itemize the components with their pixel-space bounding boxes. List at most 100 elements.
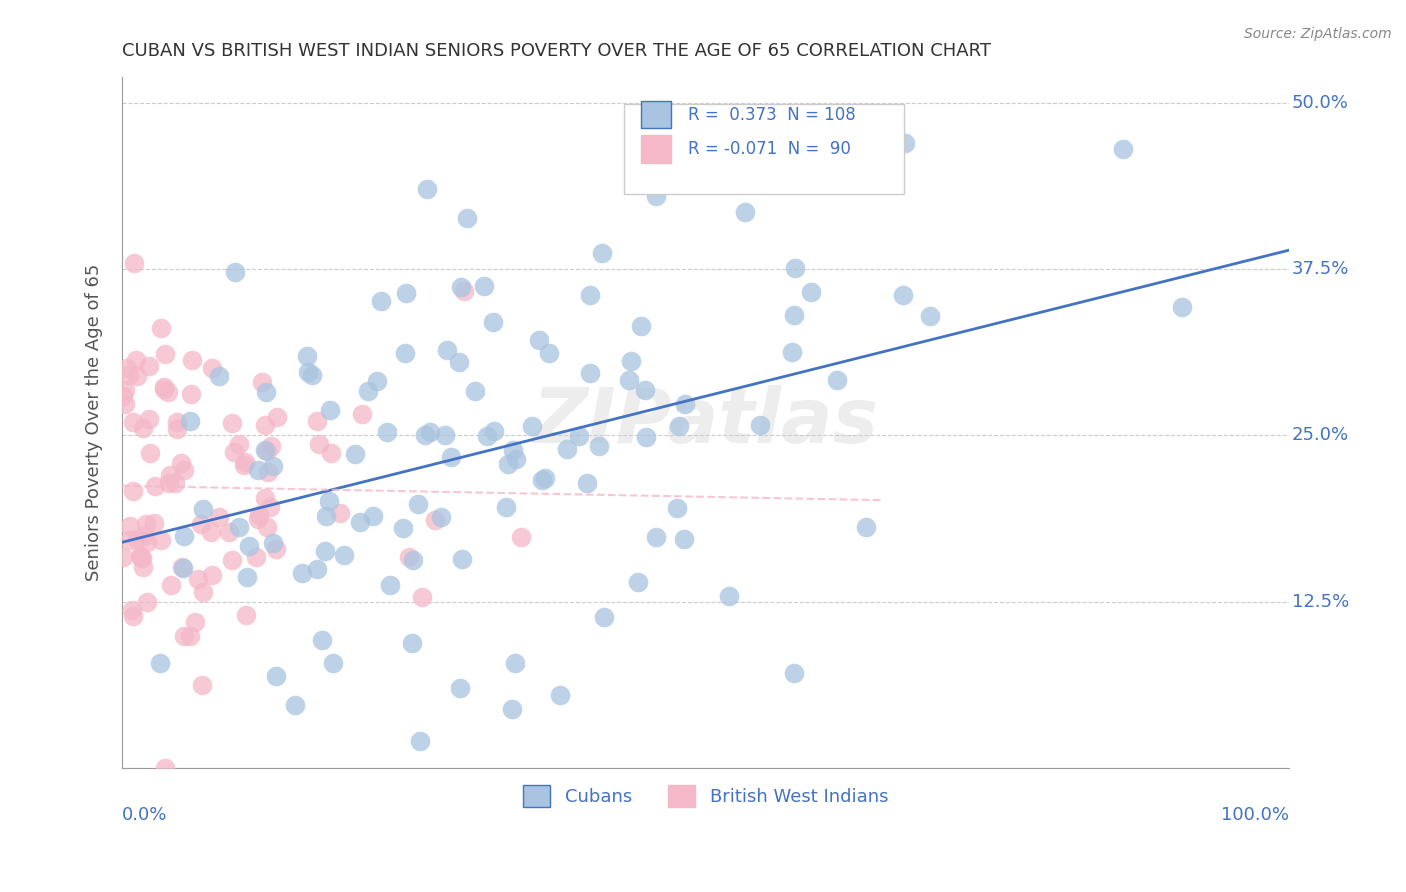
Point [361, 508, 384, 523]
Point [191, 501, 214, 516]
Point [402, 553, 425, 567]
Point [311, 632, 333, 647]
Point [1170, 300, 1192, 314]
Point [503, 656, 526, 670]
Point [419, 425, 441, 440]
Point [375, 425, 398, 439]
Point [475, 428, 498, 442]
Point [295, 349, 318, 363]
Point [235, 608, 257, 623]
Point [256, 465, 278, 479]
Point [125, 532, 148, 546]
Point [322, 657, 344, 671]
Point [143, 516, 166, 531]
Point [456, 211, 478, 226]
Point [780, 344, 803, 359]
Point [111, 549, 134, 564]
Point [260, 439, 283, 453]
Point [259, 500, 281, 514]
Point [453, 285, 475, 299]
Point [134, 529, 156, 543]
Point [555, 442, 578, 456]
Point [305, 562, 328, 576]
Point [401, 636, 423, 650]
Point [238, 539, 260, 553]
Point [181, 353, 204, 368]
Point [233, 455, 256, 469]
Point [734, 204, 756, 219]
Point [201, 360, 224, 375]
Point [114, 396, 136, 410]
Point [218, 524, 240, 539]
Point [434, 428, 457, 442]
Text: 25.0%: 25.0% [1292, 426, 1348, 444]
Point [129, 549, 152, 564]
Point [617, 373, 640, 387]
Point [430, 510, 453, 524]
Point [256, 520, 278, 534]
Point [356, 384, 378, 399]
Point [314, 544, 336, 558]
Point [893, 136, 915, 150]
Point [627, 575, 650, 590]
Point [591, 245, 613, 260]
Point [1112, 142, 1135, 156]
Point [118, 368, 141, 383]
Point [132, 421, 155, 435]
Point [534, 471, 557, 485]
Point [527, 333, 550, 347]
Point [173, 463, 195, 477]
Legend: Cubans, British West Indians: Cubans, British West Indians [516, 778, 896, 814]
Point [131, 550, 153, 565]
Point [398, 550, 420, 565]
FancyBboxPatch shape [641, 136, 671, 163]
Point [245, 549, 267, 564]
Point [568, 429, 591, 443]
Point [630, 318, 652, 333]
Point [633, 383, 655, 397]
Point [394, 346, 416, 360]
Point [308, 437, 330, 451]
Point [416, 182, 439, 196]
Point [247, 508, 270, 522]
FancyBboxPatch shape [641, 101, 671, 128]
Point [297, 366, 319, 380]
Point [620, 354, 643, 368]
Point [201, 568, 224, 582]
Text: 12.5%: 12.5% [1292, 592, 1348, 610]
Point [673, 532, 696, 546]
Point [644, 530, 666, 544]
Text: ZIPatlas: ZIPatlas [533, 385, 879, 459]
Point [636, 430, 658, 444]
Point [579, 366, 602, 380]
Point [233, 458, 256, 472]
Point [121, 484, 143, 499]
Point [352, 408, 374, 422]
Point [366, 374, 388, 388]
Point [411, 590, 433, 604]
Point [510, 530, 533, 544]
Point [344, 447, 367, 461]
Point [172, 559, 194, 574]
Point [318, 494, 340, 508]
Point [152, 382, 174, 396]
Point [665, 500, 688, 515]
Point [157, 384, 180, 399]
Point [121, 603, 143, 617]
Point [378, 578, 401, 592]
Point [783, 260, 806, 275]
FancyBboxPatch shape [624, 104, 904, 194]
Point [291, 566, 314, 581]
Point [256, 444, 278, 458]
Point [139, 445, 162, 459]
Point [247, 463, 270, 477]
Point [391, 521, 413, 535]
Point [520, 418, 543, 433]
Point [284, 698, 307, 713]
Point [800, 285, 823, 299]
Point [891, 287, 914, 301]
Point [143, 478, 166, 492]
Point [128, 549, 150, 563]
Text: Source: ZipAtlas.com: Source: ZipAtlas.com [1244, 27, 1392, 41]
Point [135, 516, 157, 531]
